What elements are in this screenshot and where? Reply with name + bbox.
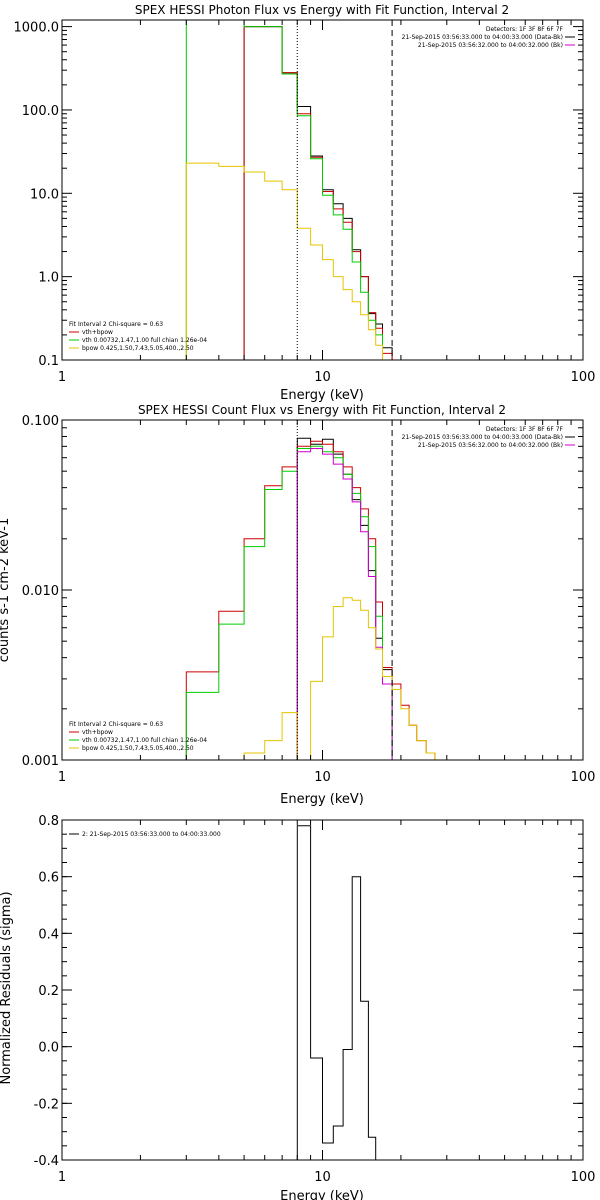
count-flux-legend-entry: vth 0.00732,1.47,1.00 full chian 1.26e-0… <box>82 737 207 744</box>
count-flux-x-tick-label: 1 <box>58 770 66 785</box>
photon-flux-series-2 <box>185 20 393 360</box>
count-flux-series-4 <box>243 597 443 760</box>
count-flux-title: SPEX HESSI Count Flux vs Energy with Fit… <box>138 403 506 417</box>
count-flux-info-line: Detectors: 1F 3F 8F 6F 7F <box>486 426 564 433</box>
residuals-panel: Energy (keV) Normalized Residuals (sigma… <box>0 814 595 1200</box>
photon-flux-legend-entry: Fit Interval 2 Chi-square = 0.63 <box>69 321 163 328</box>
photon-flux-legend-entry: bpow 0.425,1.50,7.43,5.05,400.,2.50 <box>82 345 194 352</box>
residuals-legend-entry: 2: 21-Sep-2015 03:56:33.000 to 04:00:33.… <box>82 831 221 838</box>
photon-flux-y-tick-label: 1.0 <box>38 271 59 286</box>
count-flux-legend-entry: Fit Interval 2 Chi-square = 0.63 <box>69 721 163 728</box>
photon-flux-info-line: 21-Sep-2015 03:56:33.000 to 04:00:33.000… <box>402 34 563 41</box>
photon-flux-series-3 <box>185 162 393 360</box>
count-flux-x-tick-label: 10 <box>314 770 331 785</box>
residuals-y-tick-label: -0.4 <box>34 1154 59 1169</box>
count-flux-legend-entry: bpow 0.425,1.50,7.43,5.05,400.,2.50 <box>82 745 194 752</box>
count-flux-series-2 <box>185 445 393 760</box>
count-flux-info-line: 21-Sep-2015 03:56:33.000 to 04:00:33.000… <box>402 434 563 441</box>
residuals-y-tick-label: 0.0 <box>38 1041 59 1056</box>
count-flux-y-tick-label: 0.100 <box>22 414 59 429</box>
count-flux-xlabel: Energy (keV) <box>280 792 364 807</box>
photon-flux-y-tick-label: 1000.0 <box>14 21 60 36</box>
photon-flux-xlabel: Energy (keV) <box>280 388 364 403</box>
residuals-y-tick-label: -0.2 <box>34 1097 59 1112</box>
count-flux-series-3 <box>296 448 393 760</box>
count-flux-ylabel: counts s-1 cm-2 keV-1 <box>0 518 12 663</box>
residuals-x-tick-label: 1 <box>58 1170 66 1185</box>
count-flux-legend-entry: vth+bpow <box>82 729 113 736</box>
count-flux-plot-frame <box>61 419 584 761</box>
residuals-y-tick-label: 0.4 <box>38 927 59 942</box>
residuals-xlabel: Energy (keV) <box>280 1189 364 1200</box>
residuals-y-tick-label: 0.6 <box>38 871 59 886</box>
photon-flux-x-tick-label: 1 <box>58 370 66 385</box>
photon-flux-title: SPEX HESSI Photon Flux vs Energy with Fi… <box>135 3 509 17</box>
residuals-series-0 <box>296 825 393 1160</box>
photon-flux-y-tick-label: 10.0 <box>30 187 59 202</box>
photon-flux-x-tick-label: 100 <box>571 370 596 385</box>
photon-flux-info-line: Detectors: 1F 3F 8F 6F 7F <box>486 26 564 33</box>
count-flux-x-tick-label: 100 <box>571 770 596 785</box>
count-flux-panel: SPEX HESSI Count Flux vs Energy with Fit… <box>0 403 595 807</box>
photon-flux-y-tick-label: 100.0 <box>22 104 59 119</box>
residuals-y-tick-label: 0.2 <box>38 984 59 999</box>
photon-flux-series-1 <box>243 26 393 360</box>
photon-flux-panel: SPEX HESSI Photon Flux vs Energy with Fi… <box>14 3 596 403</box>
count-flux-series-0 <box>296 437 393 760</box>
residuals-ylabel: Normalized Residuals (sigma) <box>0 891 14 1084</box>
photon-flux-y-tick-label: 0.1 <box>38 354 59 369</box>
count-flux-y-tick-label: 0.001 <box>22 754 59 769</box>
count-flux-y-tick-label: 0.010 <box>22 584 59 599</box>
photon-flux-info-line: 21-Sep-2015 03:56:32.000 to 04:00:32.000… <box>418 42 563 49</box>
photon-flux-legend-entry: vth 0.00732,1.47,1.00 full chian 1.26e-0… <box>82 337 207 344</box>
photon-flux-x-tick-label: 10 <box>314 370 331 385</box>
residuals-y-tick-label: 0.8 <box>38 814 59 829</box>
photon-flux-legend-entry: vth+bpow <box>82 329 113 336</box>
photon-flux-series-0 <box>243 26 393 360</box>
count-flux-series-1 <box>185 440 443 760</box>
residuals-x-tick-label: 100 <box>571 1170 596 1185</box>
residuals-x-tick-label: 10 <box>314 1170 331 1185</box>
count-flux-info-line: 21-Sep-2015 03:56:32.000 to 04:00:32.000… <box>418 442 563 449</box>
